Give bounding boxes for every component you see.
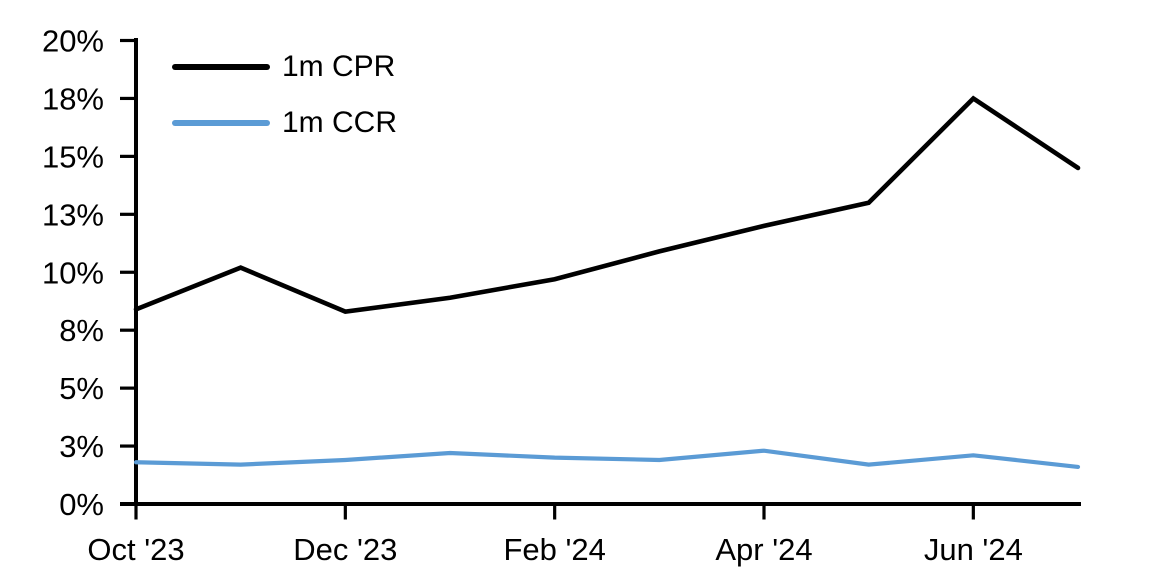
y-tick-label: 0% [59,487,104,522]
x-tick-label: Dec '23 [293,532,397,567]
y-tick-label: 18% [42,81,104,116]
series-line-1m-ccr [133,448,1081,470]
cpr-line-swatch [172,64,270,70]
y-tick-label: 3% [59,429,104,464]
ccr-line-swatch [172,120,270,126]
y-tick-label: 10% [42,255,104,290]
x-tick-label: Oct '23 [87,532,184,567]
chart-legend: 1m CPR 1m CCR [172,39,397,151]
y-tick-label: 5% [59,371,104,406]
legend-item-1m-cpr: 1m CPR [172,39,397,95]
y-tick-label: 20% [42,24,104,59]
x-tick-label: Jun '24 [924,532,1023,567]
legend-label-1m-ccr: 1m CCR [282,106,398,139]
series-line-1m-cpr [133,95,1081,315]
y-tick-label: 8% [59,313,104,348]
x-tick-label: Apr '24 [715,532,812,567]
legend-label-1m-cpr: 1m CPR [282,50,396,83]
y-tick-label: 15% [42,139,104,174]
x-tick-label: Feb '24 [503,532,605,567]
legend-item-1m-ccr: 1m CCR [172,95,397,151]
y-tick-label: 13% [42,197,104,232]
